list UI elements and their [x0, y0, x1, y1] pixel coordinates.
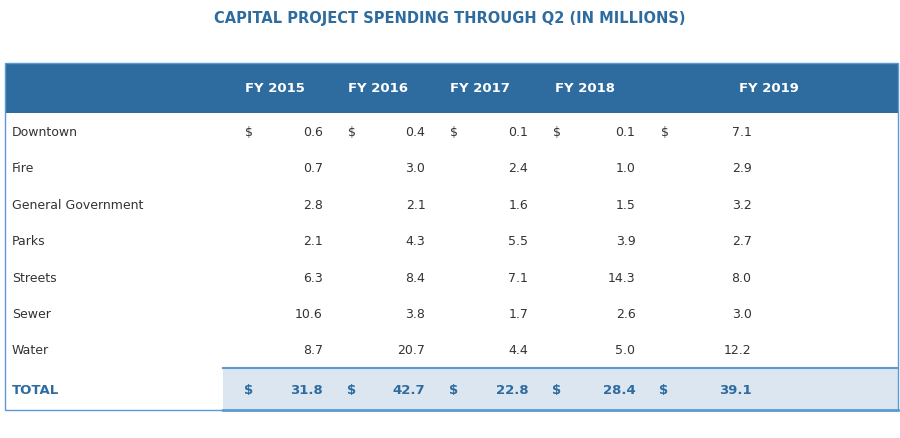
Text: $: $	[552, 383, 562, 396]
Text: 2.4: 2.4	[508, 162, 528, 175]
Text: 0.7: 0.7	[302, 162, 322, 175]
Text: Downtown: Downtown	[12, 126, 77, 138]
Text: FY 2018: FY 2018	[555, 82, 616, 95]
Text: Fire: Fire	[12, 162, 34, 175]
Text: 2.9: 2.9	[732, 162, 752, 175]
Text: 5.5: 5.5	[508, 235, 528, 247]
Text: 8.7: 8.7	[302, 344, 322, 357]
Text: 8.4: 8.4	[406, 271, 426, 284]
Text: 2.1: 2.1	[303, 235, 322, 247]
Text: 39.1: 39.1	[719, 383, 752, 396]
Text: 0.6: 0.6	[302, 126, 322, 138]
Text: $: $	[660, 383, 669, 396]
Text: CAPITAL PROJECT SPENDING THROUGH Q2 (IN MILLIONS): CAPITAL PROJECT SPENDING THROUGH Q2 (IN …	[214, 11, 686, 26]
Text: 3.0: 3.0	[406, 162, 426, 175]
Text: 5.0: 5.0	[616, 344, 635, 357]
Text: 12.2: 12.2	[724, 344, 752, 357]
Text: $: $	[449, 383, 458, 396]
Text: $: $	[244, 383, 253, 396]
Text: General Government: General Government	[12, 198, 143, 211]
Text: FY 2015: FY 2015	[245, 82, 305, 95]
Text: 0.1: 0.1	[616, 126, 635, 138]
Text: 3.8: 3.8	[406, 307, 426, 320]
Text: Sewer: Sewer	[12, 307, 50, 320]
Text: 42.7: 42.7	[392, 383, 426, 396]
Text: TOTAL: TOTAL	[12, 383, 59, 396]
Text: 7.1: 7.1	[732, 126, 752, 138]
Text: 10.6: 10.6	[295, 307, 322, 320]
Text: 2.8: 2.8	[302, 198, 322, 211]
Text: Water: Water	[12, 344, 49, 357]
Text: 3.2: 3.2	[732, 198, 752, 211]
Text: 0.4: 0.4	[406, 126, 426, 138]
Text: Streets: Streets	[12, 271, 57, 284]
Text: 2.6: 2.6	[616, 307, 635, 320]
Text: 1.5: 1.5	[616, 198, 635, 211]
Text: 1.6: 1.6	[508, 198, 528, 211]
Text: 1.0: 1.0	[616, 162, 635, 175]
Text: 6.3: 6.3	[303, 271, 322, 284]
Text: 2.7: 2.7	[732, 235, 752, 247]
Text: 1.7: 1.7	[508, 307, 528, 320]
Text: $: $	[245, 126, 253, 138]
Text: 4.3: 4.3	[406, 235, 426, 247]
Text: $: $	[554, 126, 562, 138]
Text: FY 2016: FY 2016	[347, 82, 408, 95]
Text: $: $	[661, 126, 669, 138]
Text: 20.7: 20.7	[398, 344, 426, 357]
Text: 0.1: 0.1	[508, 126, 528, 138]
Text: Parks: Parks	[12, 235, 45, 247]
Text: 4.4: 4.4	[508, 344, 528, 357]
Text: FY 2019: FY 2019	[739, 82, 798, 95]
Text: 3.0: 3.0	[732, 307, 752, 320]
Text: $: $	[346, 383, 356, 396]
Text: 3.9: 3.9	[616, 235, 635, 247]
Text: 28.4: 28.4	[603, 383, 635, 396]
Text: FY 2017: FY 2017	[451, 82, 510, 95]
Text: 22.8: 22.8	[496, 383, 528, 396]
Text: 2.1: 2.1	[406, 198, 426, 211]
Text: 8.0: 8.0	[732, 271, 752, 284]
Text: 31.8: 31.8	[290, 383, 322, 396]
Text: $: $	[347, 126, 356, 138]
Text: $: $	[451, 126, 458, 138]
Text: 14.3: 14.3	[608, 271, 635, 284]
Text: 7.1: 7.1	[508, 271, 528, 284]
